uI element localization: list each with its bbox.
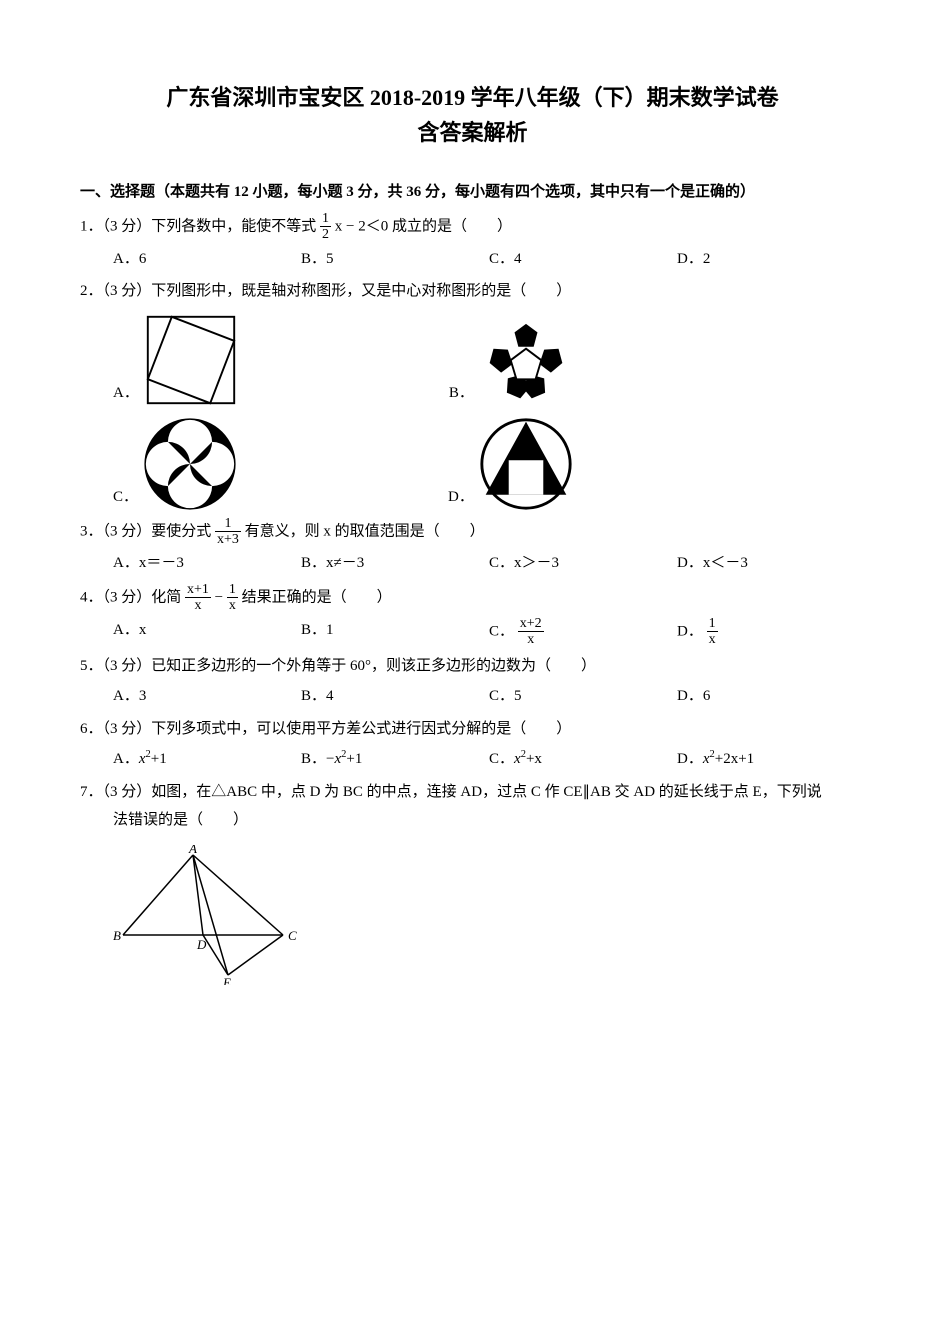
- q5-choice-c: C．5: [489, 682, 677, 711]
- q3-choice-d: D．x＜－3: [677, 549, 865, 578]
- q1-choices: A．6 B．5 C．4 D．2: [80, 245, 865, 274]
- section-1-header: 一、选择题（本题共有 12 小题，每小题 3 分，共 36 分，每小题有四个选项…: [80, 178, 865, 207]
- q4-frac2: 1 x: [227, 582, 238, 614]
- q6-a-pre: A．: [113, 751, 139, 767]
- q4-c-pre: C．: [489, 623, 514, 639]
- q2-figure-d-icon: [478, 416, 574, 512]
- q7-label-c: C: [288, 928, 297, 943]
- q1-choice-d: D．2: [677, 245, 865, 274]
- q4-stem-after: 结果正确的是（ ）: [242, 589, 392, 605]
- q6-c-body: x: [514, 751, 521, 767]
- question-4: 4．（3 分）化简 x+1 x − 1 x 结果正确的是（ ）: [80, 582, 865, 614]
- q5-choices: A．3 B．4 C．5 D．6: [80, 682, 865, 711]
- q4-c-frac: x+2 x: [518, 616, 544, 648]
- title-line-2: 含答案解析: [80, 115, 865, 150]
- question-2: 2．（3 分）下列图形中，既是轴对称图形，又是中心对称图形的是（ ）: [80, 277, 865, 306]
- q3-frac-num: 1: [215, 516, 241, 532]
- q2-figure-a-icon: [143, 312, 239, 408]
- q5-choice-d: D．6: [677, 682, 865, 711]
- q4-frac1: x+1 x: [185, 582, 211, 614]
- q6-choice-a: A．x2+1: [113, 745, 301, 774]
- q2-label-a: A．: [113, 379, 139, 408]
- q7-label-d: D: [196, 937, 207, 952]
- q4-choice-b: B．1: [301, 616, 489, 648]
- q6-c-pre: C．: [489, 751, 514, 767]
- q6-choices: A．x2+1 B．−x2+1 C．x2+x D．x2+2x+1: [80, 745, 865, 774]
- question-6: 6．（3 分）下列多项式中，可以使用平方差公式进行因式分解的是（ ）: [80, 715, 865, 744]
- q4-f2d: x: [227, 598, 238, 613]
- q3-choices: A．x＝－3 B．x≠－3 C．x＞－3 D．x＜－3: [80, 549, 865, 578]
- q4-stem-before: 4．（3 分）化简: [80, 589, 181, 605]
- q3-fraction: 1 x+3: [215, 516, 241, 548]
- q6-a-post: +1: [151, 751, 167, 767]
- q4-choice-a: A．x: [113, 616, 301, 648]
- q4-cn: x+2: [518, 616, 544, 632]
- q4-dn: 1: [707, 616, 718, 632]
- question-7-cont: 法错误的是（ ）: [80, 806, 865, 835]
- question-7: 7．（3 分）如图，在△ABC 中，点 D 为 BC 的中点，连接 AD，过点 …: [80, 778, 865, 807]
- q4-choices: A．x B．1 C． x+2 x D． 1 x: [80, 616, 865, 648]
- q2-choice-a: A．: [113, 312, 239, 408]
- q3-choice-b: B．x≠－3: [301, 549, 489, 578]
- q2-choice-b: B．: [449, 312, 574, 408]
- q4-d-frac: 1 x: [707, 616, 718, 648]
- q2-label-c: C．: [113, 483, 138, 512]
- q7-label-e: E: [222, 975, 231, 985]
- q1-fraction: 1 2: [320, 211, 331, 243]
- q1-stem-before: 1．（3 分）下列各数中，能使不等式: [80, 218, 316, 234]
- q2-label-b: B．: [449, 379, 474, 408]
- title-line-1: 广东省深圳市宝安区 2018-2019 学年八年级（下）期末数学试卷: [80, 80, 865, 115]
- q1-frac-den: 2: [320, 227, 331, 242]
- q4-cd: x: [518, 632, 544, 647]
- q2-figure-c-icon: [142, 416, 238, 512]
- q4-d-pre: D．: [677, 623, 703, 639]
- q2-row2: C． D．: [80, 416, 865, 512]
- q6-choice-d: D．x2+2x+1: [677, 745, 865, 774]
- q6-b-pre: B．−: [301, 751, 334, 767]
- q5-choice-a: A．3: [113, 682, 301, 711]
- q3-frac-den: x+3: [215, 532, 241, 547]
- q3-stem-before: 3．（3 分）要使分式: [80, 523, 211, 539]
- q4-minus: −: [215, 589, 227, 605]
- q6-choice-b: B．−x2+1: [301, 745, 489, 774]
- q4-f1n: x+1: [185, 582, 211, 598]
- question-5: 5．（3 分）已知正多边形的一个外角等于 60°，则该正多边形的边数为（ ）: [80, 652, 865, 681]
- q3-choice-c: C．x＞－3: [489, 549, 677, 578]
- q5-choice-b: B．4: [301, 682, 489, 711]
- q6-d-post: +2x+1: [715, 751, 754, 767]
- q6-d-body: x: [703, 751, 710, 767]
- q7-label-a: A: [188, 845, 197, 856]
- q4-choice-c: C． x+2 x: [489, 616, 677, 648]
- q2-row1: A． B．: [80, 312, 865, 408]
- q7-figure-icon: A B D C E: [113, 845, 303, 985]
- q3-choice-a: A．x＝－3: [113, 549, 301, 578]
- q6-b-post: +1: [346, 751, 362, 767]
- q2-choice-d: D．: [448, 416, 574, 512]
- q4-f1d: x: [185, 598, 211, 613]
- q4-dd: x: [707, 632, 718, 647]
- q6-d-pre: D．: [677, 751, 703, 767]
- q1-frac-num: 1: [320, 211, 331, 227]
- q6-choice-c: C．x2+x: [489, 745, 677, 774]
- q1-choice-b: B．5: [301, 245, 489, 274]
- q4-choice-d: D． 1 x: [677, 616, 865, 648]
- q1-choice-c: C．4: [489, 245, 677, 274]
- q2-label-d: D．: [448, 483, 474, 512]
- page-title: 广东省深圳市宝安区 2018-2019 学年八年级（下）期末数学试卷 含答案解析: [80, 80, 865, 150]
- q1-choice-a: A．6: [113, 245, 301, 274]
- q1-stem-after: x − 2＜0 成立的是（ ）: [335, 218, 512, 234]
- question-3: 3．（3 分）要使分式 1 x+3 有意义，则 x 的取值范围是（ ）: [80, 516, 865, 548]
- q2-figure-b-icon: [478, 320, 574, 408]
- q7-figure-wrap: A B D C E: [80, 845, 865, 985]
- question-1: 1．（3 分）下列各数中，能使不等式 1 2 x − 2＜0 成立的是（ ）: [80, 211, 865, 243]
- q6-c-post: +x: [526, 751, 542, 767]
- q3-stem-after: 有意义，则 x 的取值范围是（ ）: [245, 523, 485, 539]
- q4-f2n: 1: [227, 582, 238, 598]
- q7-label-b: B: [113, 928, 121, 943]
- q2-choice-c: C．: [113, 416, 238, 512]
- q6-a-body: x: [139, 751, 146, 767]
